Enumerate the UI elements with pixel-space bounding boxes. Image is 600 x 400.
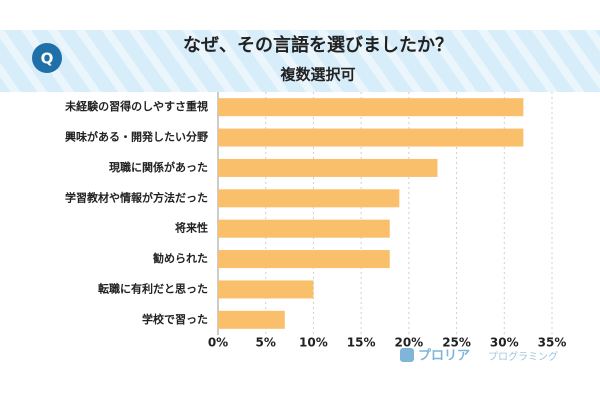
y-tick-label: 未経験の習得のしやすさ重視 [64,99,208,113]
bar [218,128,524,147]
x-tick-label: 35% [538,336,567,350]
bar [218,219,390,238]
y-tick-label: 将来性 [175,221,208,235]
header-band [0,30,600,92]
x-tick-label: 5% [256,336,276,350]
chart-subtitle: 複数選択可 [279,66,355,84]
bar [218,158,438,177]
y-tick-label: 学校で習った [142,312,208,326]
brand-sub: プログラミング [488,350,558,363]
badge-circle [32,43,62,73]
x-tick-label: 10% [299,336,328,350]
y-tick-label: 勧められた [153,251,208,265]
x-tick-label: 30% [490,336,519,350]
bar [218,98,524,117]
y-tick-label: 現職に関係があった [109,160,208,174]
bar [218,310,285,329]
bar [218,250,390,269]
brand-name: プロリア [418,349,470,364]
x-tick-label: 15% [347,336,376,350]
y-tick-label: 興味がある・開発したい分野 [65,130,208,144]
bar [218,280,314,299]
badge-text: Q [41,50,54,68]
x-tick-label: 0% [208,336,228,350]
y-tick-label: 転職に有利だと思った [98,281,208,295]
bar [218,189,400,208]
x-tick-label: 20% [394,336,423,350]
chart-title: なぜ、その言語を選びましたか？ [183,34,453,56]
y-tick-label: 学習教材や情報が方法だった [65,190,208,204]
brand-logo [400,348,414,362]
x-tick-label: 25% [442,336,471,350]
